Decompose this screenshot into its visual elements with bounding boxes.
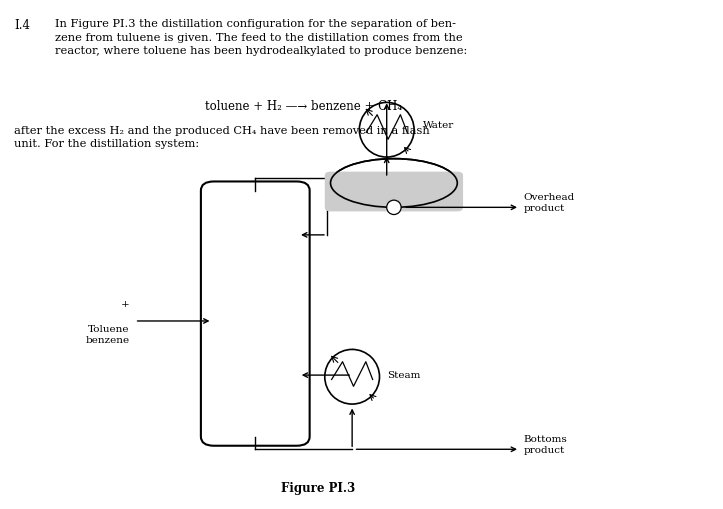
Text: toluene + H₂ —→ benzene + CH₄: toluene + H₂ —→ benzene + CH₄ bbox=[205, 100, 403, 113]
Text: In Figure PI.3 the distillation configuration for the separation of ben-
zene fr: In Figure PI.3 the distillation configur… bbox=[56, 19, 468, 56]
Ellipse shape bbox=[330, 159, 457, 208]
Text: Water: Water bbox=[423, 121, 454, 130]
Text: Figure PI.3: Figure PI.3 bbox=[281, 481, 356, 494]
Ellipse shape bbox=[325, 350, 380, 404]
Text: Toluene
benzene: Toluene benzene bbox=[85, 324, 129, 344]
Text: +: + bbox=[121, 300, 129, 308]
Ellipse shape bbox=[387, 201, 401, 215]
Text: I.4: I.4 bbox=[14, 19, 30, 32]
Text: after the excess H₂ and the produced CH₄ have been removed in a flash
unit. For : after the excess H₂ and the produced CH₄… bbox=[14, 125, 430, 149]
FancyBboxPatch shape bbox=[201, 182, 309, 446]
FancyBboxPatch shape bbox=[325, 172, 463, 212]
Text: Bottoms
product: Bottoms product bbox=[523, 434, 568, 455]
Text: Overhead
product: Overhead product bbox=[523, 193, 575, 213]
Text: Steam: Steam bbox=[387, 370, 420, 379]
